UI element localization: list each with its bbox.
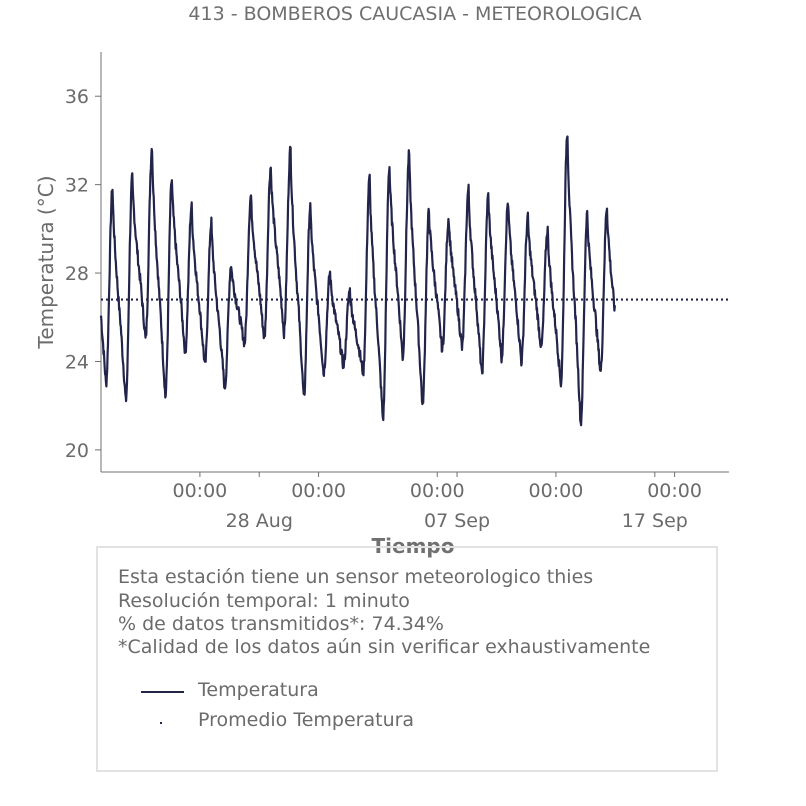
chart-title: 413 - BOMBEROS CAUCASIA - METEOROLOGICA xyxy=(188,3,642,25)
x-date-label: 17 Sep xyxy=(622,510,688,532)
x-tick-label: 00:00 xyxy=(291,480,346,502)
x-date-label: 07 Sep xyxy=(424,510,490,532)
info-line-resolution: Resolución temporal: 1 minuto xyxy=(118,590,410,612)
legend-average-swatch xyxy=(160,722,162,724)
x-tick-label: 00:00 xyxy=(529,480,584,502)
x-tick-label: 00:00 xyxy=(410,480,465,502)
info-panel: Esta estación tiene un sensor meteorolog… xyxy=(96,546,718,772)
y-tick-label: 32 xyxy=(65,175,89,197)
chart-ticks: 20 24 28 32 36 00:00 00:00 00:00 00:00 00:00 28 Au… xyxy=(65,86,702,532)
info-line-sensor: Esta estación tiene un sensor meteorolog… xyxy=(118,566,594,588)
legend-average-label: Promedio Temperatura xyxy=(198,709,415,731)
y-tick-label: 24 xyxy=(65,351,89,373)
y-tick-label: 20 xyxy=(65,440,89,462)
x-tick-label: 00:00 xyxy=(173,480,228,502)
x-tick-label: 00:00 xyxy=(647,480,702,502)
info-line-quality-note: *Calidad de los datos aún sin verificar … xyxy=(118,636,651,658)
chart-plot-area xyxy=(99,135,731,427)
series-temperature-line xyxy=(99,135,616,427)
y-axis-label: Temperatura (°C) xyxy=(34,175,58,349)
y-tick-label: 36 xyxy=(65,86,89,108)
x-date-label: 28 Aug xyxy=(226,510,293,532)
legend-temperature-label: Temperatura xyxy=(198,679,319,701)
legend-temperature-swatch xyxy=(141,691,184,693)
y-tick-label: 28 xyxy=(65,263,89,285)
info-line-transmitted: % de datos transmitidos*: 74.34% xyxy=(118,613,444,635)
